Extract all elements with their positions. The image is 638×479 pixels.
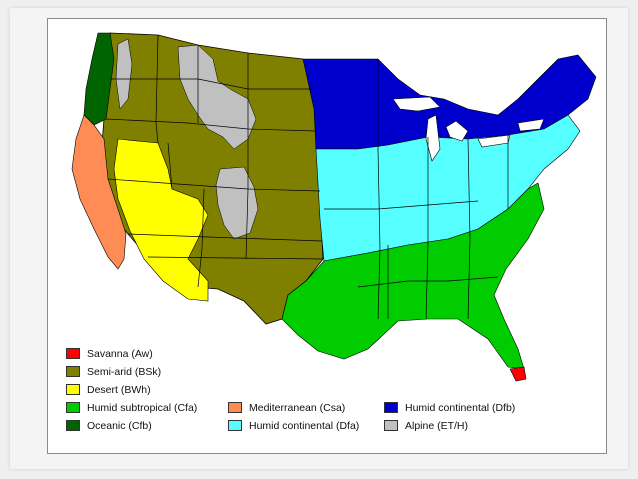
legend-item-semi-arid: Semi-arid (BSk) bbox=[66, 365, 161, 378]
legend-label: Humid subtropical (Cfa) bbox=[87, 401, 198, 414]
mediterranean-region bbox=[71, 114, 127, 270]
humid-subtropical-region bbox=[281, 182, 545, 370]
legend-label: Humid continental (Dfb) bbox=[405, 401, 516, 414]
legend-item-mediterranean: Mediterranean (Csa) bbox=[228, 401, 345, 414]
humid-continental-dfa-swatch-icon bbox=[228, 420, 242, 431]
oceanic-swatch-icon bbox=[66, 420, 80, 431]
legend-item-humid-subtropical: Humid subtropical (Cfa) bbox=[66, 401, 197, 414]
legend-label: Desert (BWh) bbox=[87, 383, 151, 396]
legend-label: Savanna (Aw) bbox=[87, 347, 153, 360]
legend-label: Alpine (ET/H) bbox=[405, 419, 469, 432]
desert-region bbox=[113, 138, 209, 302]
alpine-swatch-icon bbox=[384, 420, 398, 431]
legend-label: Oceanic (Cfb) bbox=[87, 419, 152, 432]
legend-label: Semi-arid (BSk) bbox=[87, 365, 162, 378]
state-borders bbox=[105, 34, 509, 320]
mediterranean-swatch-icon bbox=[228, 402, 242, 413]
alpine-region bbox=[215, 166, 259, 240]
legend-item-oceanic: Oceanic (Cfb) bbox=[66, 419, 152, 432]
legend-item-alpine: Alpine (ET/H) bbox=[384, 419, 468, 432]
map-legend: Savanna (Aw) Semi-arid (BSk) Desert (BWh… bbox=[66, 347, 586, 447]
savanna-swatch-icon bbox=[66, 348, 80, 359]
climate-map: Savanna (Aw) Semi-arid (BSk) Desert (BWh… bbox=[47, 18, 607, 454]
humid-continental-dfb-swatch-icon bbox=[384, 402, 398, 413]
legend-item-savanna: Savanna (Aw) bbox=[66, 347, 153, 360]
legend-item-desert: Desert (BWh) bbox=[66, 383, 151, 396]
climate-map-svg bbox=[71, 32, 597, 382]
legend-item-humid-continental-dfb: Humid continental (Dfb) bbox=[384, 401, 515, 414]
legend-label: Humid continental (Dfa) bbox=[249, 419, 360, 432]
semi-arid-swatch-icon bbox=[66, 366, 80, 377]
desert-swatch-icon bbox=[66, 384, 80, 395]
savanna-region bbox=[509, 366, 527, 382]
great-lakes bbox=[392, 96, 545, 162]
legend-label: Mediterranean (Csa) bbox=[249, 401, 346, 414]
legend-item-humid-continental-dfa: Humid continental (Dfa) bbox=[228, 419, 359, 432]
humid-subtropical-swatch-icon bbox=[66, 402, 80, 413]
oceanic-region bbox=[83, 32, 115, 126]
